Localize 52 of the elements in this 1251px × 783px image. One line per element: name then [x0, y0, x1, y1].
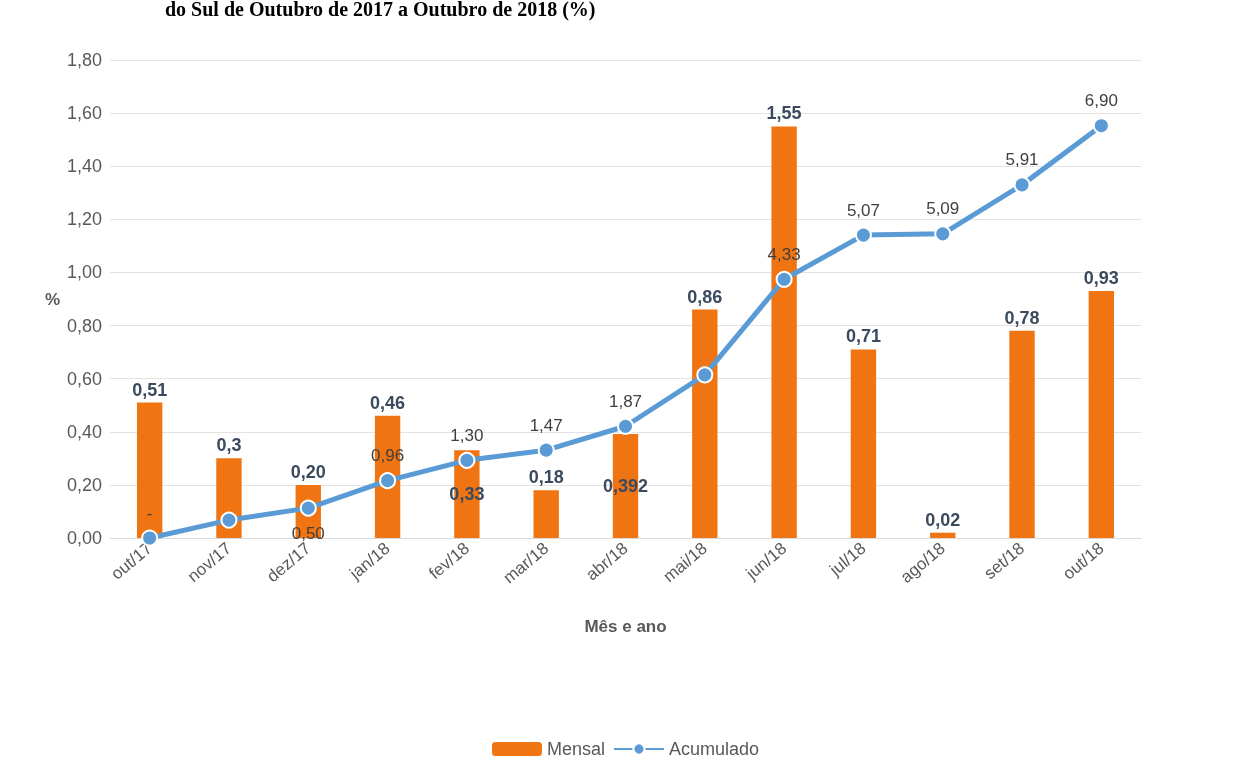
data-label: 0,46	[370, 392, 406, 413]
data-label: 0,20	[290, 461, 326, 482]
y-tick-label: 0,20	[66, 474, 102, 495]
legend-label: Mensal	[546, 739, 605, 759]
data-label: 0,86	[687, 286, 723, 307]
data-label: 0,71	[845, 326, 881, 347]
bar	[1009, 330, 1035, 538]
data-label: 1,55	[766, 103, 802, 124]
point	[537, 441, 555, 459]
point	[1092, 117, 1110, 135]
data-label: 1,47	[529, 415, 563, 435]
point	[775, 270, 793, 288]
data-label: 5,07	[846, 200, 880, 220]
point	[458, 451, 476, 469]
point	[220, 511, 238, 529]
y-tick-label: 1,00	[66, 262, 102, 283]
y-tick-label: 0,80	[66, 315, 102, 336]
bar	[533, 490, 559, 538]
y-tick-label: 1,80	[66, 50, 102, 70]
bar	[1088, 291, 1115, 538]
x-axis-title: Mês e ano	[584, 617, 667, 636]
chart-title: do Sul de Outubro de 2017 a Outubro de 2018 (%)	[165, 0, 596, 21]
point	[379, 472, 397, 490]
y-axis-title: %	[44, 289, 60, 309]
point	[934, 225, 952, 243]
data-label: 0,18	[528, 467, 564, 488]
data-label: 1,87	[608, 391, 643, 411]
data-label: 0,51	[132, 379, 168, 400]
point	[1013, 176, 1031, 194]
bar	[692, 309, 718, 538]
y-tick-label: 0,40	[66, 421, 102, 442]
data-label: 6,90	[1084, 91, 1118, 111]
bar	[930, 532, 956, 538]
y-tick-label: 1,20	[66, 209, 102, 230]
y-tick-label: 1,40	[66, 156, 102, 177]
point	[696, 366, 714, 384]
legend-label: Acumulado	[668, 739, 760, 759]
point	[617, 417, 634, 435]
data-label: 5,09	[926, 199, 960, 219]
y-tick-label: 1,60	[66, 103, 102, 124]
bar	[850, 349, 877, 538]
data-label: 0,3	[216, 435, 242, 456]
y-tick-label: 0,00	[66, 528, 102, 548]
data-label: -	[146, 503, 153, 523]
y-tick-label: 0,60	[66, 368, 102, 389]
data-label: 5,91	[1005, 150, 1039, 170]
bar	[136, 402, 163, 538]
data-label: 0,78	[1004, 307, 1040, 328]
data-label: 0,93	[1083, 268, 1119, 289]
data-label: 1,30	[450, 425, 484, 445]
data-label: 0,02	[925, 509, 961, 530]
point	[854, 226, 872, 244]
